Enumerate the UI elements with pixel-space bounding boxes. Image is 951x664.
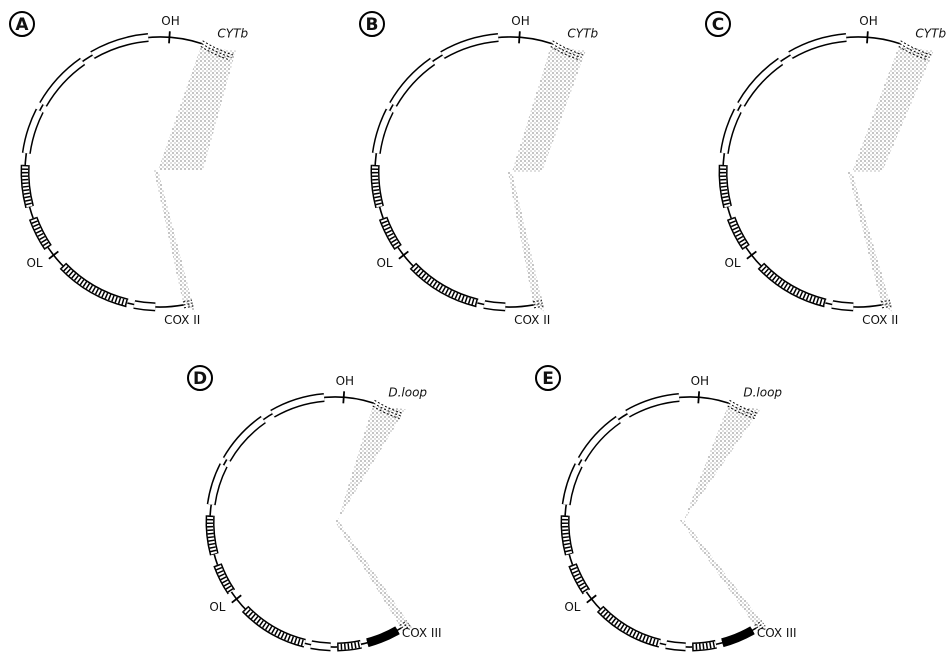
oh-tick	[169, 31, 170, 43]
ol-tick	[232, 595, 241, 602]
gene-start-label: CYTb	[915, 27, 946, 41]
ol-tick	[399, 251, 408, 258]
oh-label: OH	[336, 374, 354, 388]
gene-box	[832, 305, 853, 307]
gene-start-label: CYTb	[567, 27, 598, 41]
deleted-region	[848, 172, 893, 313]
panel-label: C	[712, 15, 724, 35]
gene-start-label: D.loop	[743, 386, 782, 400]
deleted-region	[852, 46, 934, 172]
gene-end-label: COX II	[164, 313, 200, 327]
deleted-region	[684, 406, 760, 520]
gene-box	[484, 305, 505, 307]
oh-tick	[343, 391, 344, 403]
deleted-region	[338, 406, 405, 520]
oh-tick	[519, 31, 520, 43]
oh-label: OH	[859, 14, 877, 28]
ol-label: OL	[564, 600, 580, 614]
gene-box	[311, 645, 330, 647]
deleted-region	[334, 520, 414, 631]
oh-label: OH	[511, 14, 529, 28]
ol-tick	[49, 251, 58, 258]
deleted-region	[508, 172, 545, 313]
gene-end-label: COX III	[402, 626, 442, 640]
gene-box	[134, 305, 155, 307]
deleted-region	[512, 46, 586, 172]
ol-label: OL	[376, 256, 392, 270]
ol-label: OL	[26, 256, 42, 270]
gene-box	[227, 420, 264, 460]
gene-start-label: CYTb	[217, 27, 248, 41]
ol-label: OL	[724, 256, 740, 270]
gene-box-hatch	[63, 266, 127, 303]
ol-tick	[587, 595, 596, 602]
oh-tick	[698, 391, 699, 403]
diagram: OHOLCYTbCOX IIAOHOLCYTbCOX IIBOHOLCYTbCO…	[0, 0, 951, 664]
gene-box	[582, 420, 619, 460]
gene-end-label: COX II	[862, 313, 898, 327]
deleted-region	[680, 520, 769, 631]
deleted-region	[154, 170, 195, 313]
ol-label: OL	[209, 600, 225, 614]
oh-tick	[867, 31, 868, 43]
gene-start-label: D.loop	[388, 386, 427, 400]
panel-label: B	[366, 15, 379, 35]
oh-label: OH	[161, 14, 179, 28]
deleted-region	[158, 46, 236, 170]
panel-label: D	[193, 369, 207, 389]
oh-label: OH	[691, 374, 709, 388]
gene-box-hatch	[761, 266, 825, 303]
gene-end-label: COX II	[514, 313, 550, 327]
gene-end-label: COX III	[757, 626, 797, 640]
panel-label: A	[15, 15, 29, 35]
page: {"panels": [ {"label": "A", "origin_heav…	[0, 0, 951, 664]
panel-label: E	[542, 369, 554, 389]
gene-box	[666, 645, 685, 647]
ol-tick	[747, 251, 756, 258]
gene-box-hatch	[413, 266, 477, 303]
